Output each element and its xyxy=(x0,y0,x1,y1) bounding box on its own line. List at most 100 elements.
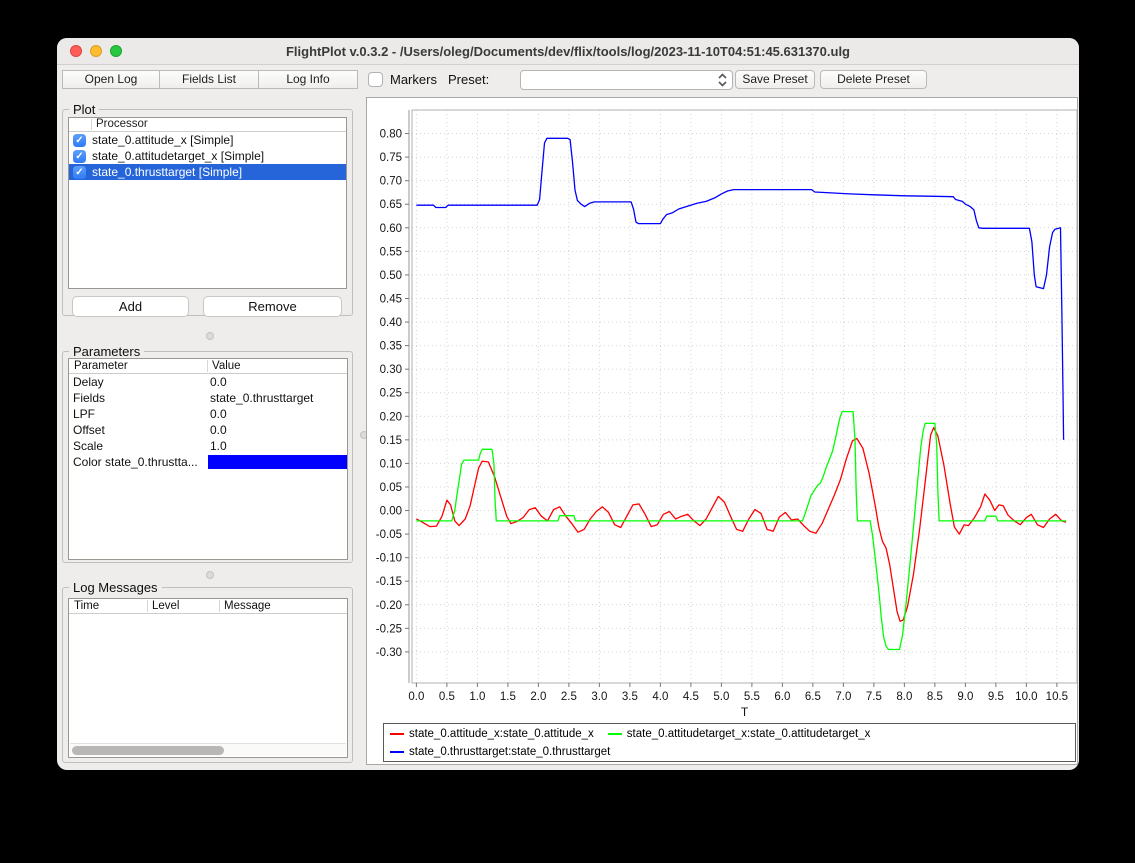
splitter-grip-top[interactable] xyxy=(206,332,214,340)
log-messages-groupbox: Log Messages Time Level Message xyxy=(62,587,353,763)
svg-text:3.5: 3.5 xyxy=(622,691,638,703)
remove-button[interactable]: Remove xyxy=(203,296,342,317)
param-name: Fields xyxy=(73,391,105,405)
list-item-label: state_0.attitudetarget_x [Simple] xyxy=(92,149,264,163)
svg-text:6.5: 6.5 xyxy=(805,691,821,703)
legend-label: state_0.attitude_x:state_0.attitude_x xyxy=(409,728,594,740)
svg-text:0.30: 0.30 xyxy=(380,364,402,376)
legend-line-sample xyxy=(608,733,622,735)
processor-list[interactable]: Processor ✓ state_0.attitude_x [Simple] … xyxy=(68,117,347,289)
svg-text:0.0: 0.0 xyxy=(408,691,424,703)
svg-text:-0.30: -0.30 xyxy=(376,647,402,659)
legend-line-sample xyxy=(390,733,404,735)
table-row[interactable]: LPF 0.0 xyxy=(69,406,347,422)
log-messages-groupbox-title: Log Messages xyxy=(69,580,162,595)
table-row[interactable]: Delay 0.0 xyxy=(69,374,347,390)
preset-combobox[interactable] xyxy=(520,70,733,90)
table-row[interactable]: Fields state_0.thrusttarget xyxy=(69,390,347,406)
svg-text:-0.25: -0.25 xyxy=(376,623,402,635)
parameters-groupbox: Parameters Parameter Value Delay 0.0 Fie… xyxy=(62,351,353,563)
svg-text:5.0: 5.0 xyxy=(713,691,729,703)
table-row[interactable]: Offset 0.0 xyxy=(69,422,347,438)
flightplot-window: FlightPlot v.0.3.2 - /Users/oleg/Documen… xyxy=(57,38,1079,770)
log-info-button[interactable]: Log Info xyxy=(258,70,358,89)
fields-list-button[interactable]: Fields List xyxy=(159,70,259,89)
svg-text:4.5: 4.5 xyxy=(683,691,699,703)
window-titlebar[interactable]: FlightPlot v.0.3.2 - /Users/oleg/Documen… xyxy=(57,38,1079,65)
legend-item: state_0.attitudetarget_x:state_0.attitud… xyxy=(608,726,871,742)
list-item[interactable]: ✓ state_0.attitude_x [Simple] xyxy=(69,132,346,148)
horizontal-scrollbar[interactable] xyxy=(70,743,346,756)
log-messages-table[interactable]: Time Level Message xyxy=(68,598,348,758)
level-column-header: Level xyxy=(152,600,180,612)
open-log-button[interactable]: Open Log xyxy=(62,70,160,89)
zoom-window-button[interactable] xyxy=(110,45,122,57)
svg-text:7.5: 7.5 xyxy=(866,691,882,703)
preset-label: Preset: xyxy=(448,72,489,87)
save-preset-button[interactable]: Save Preset xyxy=(735,70,815,89)
svg-text:T: T xyxy=(741,705,749,718)
processor-list-header: Processor xyxy=(69,118,346,132)
svg-text:0.45: 0.45 xyxy=(380,293,402,305)
window-title: FlightPlot v.0.3.2 - /Users/oleg/Documen… xyxy=(57,38,1079,65)
row-checkbox-checked-icon[interactable]: ✓ xyxy=(73,134,86,147)
log-table-header: Time Level Message xyxy=(69,599,347,614)
svg-text:0.20: 0.20 xyxy=(380,411,402,423)
color-swatch[interactable] xyxy=(208,455,347,469)
svg-text:-0.15: -0.15 xyxy=(376,576,402,588)
param-value: 0.0 xyxy=(210,407,227,421)
row-checkbox-checked-icon[interactable]: ✓ xyxy=(73,166,86,179)
svg-text:0.40: 0.40 xyxy=(380,317,402,329)
svg-text:-0.20: -0.20 xyxy=(376,600,402,612)
chart-canvas[interactable]: -0.30-0.25-0.20-0.15-0.10-0.050.000.050.… xyxy=(367,98,1077,718)
list-item-label: state_0.thrusttarget [Simple] xyxy=(92,165,242,179)
svg-text:8.5: 8.5 xyxy=(927,691,943,703)
markers-label: Markers xyxy=(390,72,437,87)
svg-text:0.25: 0.25 xyxy=(380,388,402,400)
row-checkbox-checked-icon[interactable]: ✓ xyxy=(73,150,86,163)
combo-stepper-icon[interactable] xyxy=(715,72,730,88)
svg-text:9.0: 9.0 xyxy=(957,691,973,703)
svg-text:2.5: 2.5 xyxy=(561,691,577,703)
svg-text:0.5: 0.5 xyxy=(439,691,455,703)
table-row-color[interactable]: Color state_0.thrustta... xyxy=(69,454,347,470)
parameters-table[interactable]: Parameter Value Delay 0.0 Fields state_0… xyxy=(68,358,348,560)
svg-text:0.60: 0.60 xyxy=(380,223,402,235)
svg-text:10.0: 10.0 xyxy=(1015,691,1037,703)
svg-text:1.0: 1.0 xyxy=(469,691,485,703)
minimize-window-button[interactable] xyxy=(90,45,102,57)
svg-text:0.70: 0.70 xyxy=(380,176,402,188)
chart-legend: state_0.attitude_x:state_0.attitude_xsta… xyxy=(383,723,1076,762)
svg-text:8.0: 8.0 xyxy=(896,691,912,703)
add-button[interactable]: Add xyxy=(72,296,189,317)
param-name: Color state_0.thrustta... xyxy=(73,455,198,469)
delete-preset-button[interactable]: Delete Preset xyxy=(820,70,927,89)
parameters-groupbox-title: Parameters xyxy=(69,344,144,359)
splitter-grip-bottom[interactable] xyxy=(206,571,214,579)
param-value: state_0.thrusttarget xyxy=(210,391,313,405)
desktop-background: FlightPlot v.0.3.2 - /Users/oleg/Documen… xyxy=(0,0,1135,863)
svg-text:1.5: 1.5 xyxy=(500,691,516,703)
markers-checkbox[interactable] xyxy=(368,72,383,87)
traffic-lights xyxy=(70,45,122,57)
scrollbar-thumb[interactable] xyxy=(72,746,224,755)
svg-text:0.75: 0.75 xyxy=(380,152,402,164)
list-item[interactable]: ✓ state_0.attitudetarget_x [Simple] xyxy=(69,148,346,164)
svg-text:0.00: 0.00 xyxy=(380,506,402,518)
svg-text:7.0: 7.0 xyxy=(835,691,851,703)
legend-item: state_0.attitude_x:state_0.attitude_x xyxy=(390,726,594,742)
svg-text:10.5: 10.5 xyxy=(1046,691,1068,703)
list-item-selected[interactable]: ✓ state_0.thrusttarget [Simple] xyxy=(69,164,346,180)
column-separator xyxy=(91,119,92,130)
table-row[interactable]: Scale 1.0 xyxy=(69,438,347,454)
param-name: Offset xyxy=(73,423,105,437)
svg-text:0.50: 0.50 xyxy=(380,270,402,282)
column-separator xyxy=(219,600,220,612)
svg-text:-0.10: -0.10 xyxy=(376,553,402,565)
legend-label: state_0.thrusttarget:state_0.thrusttarge… xyxy=(409,746,610,758)
param-name: Delay xyxy=(73,375,104,389)
list-item-label: state_0.attitude_x [Simple] xyxy=(92,133,233,147)
close-window-button[interactable] xyxy=(70,45,82,57)
svg-text:0.35: 0.35 xyxy=(380,341,402,353)
legend-line-sample xyxy=(390,751,404,753)
